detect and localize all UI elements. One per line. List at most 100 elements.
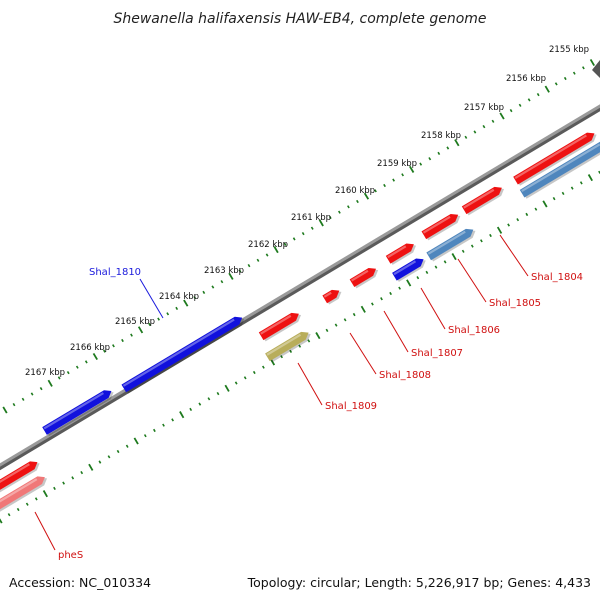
inner-ruler-tick xyxy=(461,249,465,253)
inner-ruler-tick xyxy=(380,297,383,301)
outer-ruler-major-tick xyxy=(92,352,98,361)
outer-ruler-tick xyxy=(491,119,495,123)
gene-arrow-red-left-highlight xyxy=(0,463,30,487)
kbp-label-2157: 2157 kbp xyxy=(464,103,504,113)
gene-arrow-red-a xyxy=(258,312,302,342)
inner-ruler-tick xyxy=(234,381,238,385)
outer-ruler-tick xyxy=(292,237,296,241)
inner-ruler-tick xyxy=(516,218,520,222)
inner-ruler-major-tick xyxy=(42,490,48,498)
outer-ruler-tick xyxy=(582,66,585,70)
outer-ruler-tick xyxy=(347,205,350,209)
gene-label-shal-1808: Shal_1808 xyxy=(379,370,431,381)
gene-arrow-olive-highlight xyxy=(266,333,302,356)
kbp-label-2161: 2161 kbp xyxy=(291,213,331,223)
accession-text: Accession: NC_010334 xyxy=(9,575,151,590)
kbp-label-2163: 2163 kbp xyxy=(204,266,244,276)
inner-ruler-tick xyxy=(143,434,147,438)
kbp-label-2164: 2164 kbp xyxy=(159,292,199,302)
inner-ruler-tick xyxy=(25,502,29,506)
inner-ruler-tick xyxy=(552,197,556,201)
kbp-label-2166: 2166 kbp xyxy=(70,343,110,353)
callout-line-shal-1806 xyxy=(420,287,446,330)
gene-arrow-shal-1804-body xyxy=(513,132,595,185)
outer-ruler-tick xyxy=(437,151,441,156)
gene-arrow-shal-1808-body xyxy=(349,268,377,288)
inner-kbp-ruler xyxy=(0,170,600,524)
outer-ruler-tick xyxy=(328,215,332,220)
inner-ruler-tick xyxy=(443,260,447,264)
callout-line-shal-1805 xyxy=(457,258,487,303)
outer-ruler-tick xyxy=(527,98,531,102)
inner-ruler-tick xyxy=(80,470,84,475)
outer-ruler-tick xyxy=(30,392,34,396)
gene-arrow-steel-right xyxy=(519,141,600,199)
outer-ruler-tick xyxy=(301,231,305,236)
map-title: Shewanella halifaxensis HAW-EB4, complet… xyxy=(113,11,486,27)
inner-ruler-tick xyxy=(334,323,338,327)
inner-ruler-tick xyxy=(398,286,401,290)
gene-arrow-blue-small xyxy=(392,258,426,282)
gene-arrow-shal-1810-highlight xyxy=(122,318,235,387)
outer-ruler-tick xyxy=(75,365,79,369)
inner-ruler-major-tick xyxy=(451,253,457,261)
inner-ruler-major-tick xyxy=(542,200,548,208)
gene-arrow-shal-1805-body xyxy=(461,186,502,215)
inner-ruler-tick xyxy=(53,486,56,491)
inner-ruler-tick xyxy=(480,239,483,243)
gene-arrow-steel-mid xyxy=(426,228,476,262)
outer-ruler-tick xyxy=(283,242,287,246)
inner-ruler-tick xyxy=(198,402,202,406)
inner-ruler-tick xyxy=(289,349,293,354)
gene-features xyxy=(0,60,600,513)
outer-ruler-tick xyxy=(509,108,513,113)
outer-ruler-tick xyxy=(39,386,43,391)
kbp-label-2155: 2155 kbp xyxy=(549,45,589,55)
outer-ruler-tick xyxy=(238,269,242,273)
gene-arrow-shal-1810 xyxy=(121,316,245,394)
outer-ruler-tick xyxy=(157,317,160,321)
inner-ruler-tick xyxy=(153,428,156,433)
kbp-label-2160: 2160 kbp xyxy=(335,186,375,196)
gene-arrow-offscreen xyxy=(592,60,600,78)
gene-arrow-shal-1806-body xyxy=(421,213,459,240)
inner-ruler-tick xyxy=(71,476,75,480)
gene-label-shal-1809: Shal_1809 xyxy=(325,401,377,412)
gene-arrow-phes-highlight xyxy=(0,478,38,506)
gene-arrow-blue-small-highlight xyxy=(393,260,417,276)
inner-ruler-tick xyxy=(34,497,38,501)
outer-ruler-tick xyxy=(202,290,206,295)
inner-ruler-tick xyxy=(7,513,11,517)
outer-ruler-major-tick xyxy=(409,165,415,173)
gene-arrow-steel-right-body xyxy=(519,141,600,198)
inner-ruler-tick xyxy=(62,481,65,485)
outer-ruler-tick xyxy=(112,344,115,348)
outer-ruler-major-tick xyxy=(47,379,53,387)
outer-ruler-tick xyxy=(21,397,25,401)
outer-ruler-tick xyxy=(419,162,423,166)
inner-ruler-tick xyxy=(425,270,429,275)
gene-arrow-shal-1809-small-body xyxy=(322,289,340,304)
outer-ruler-tick xyxy=(256,258,260,262)
outer-ruler-tick xyxy=(401,173,404,177)
inner-ruler-tick xyxy=(416,276,420,280)
inner-ruler-major-tick xyxy=(315,332,321,340)
inner-ruler-major-tick xyxy=(0,518,3,524)
outer-ruler-tick xyxy=(482,124,486,129)
outer-ruler-tick xyxy=(121,338,124,343)
callout-line-shal-1809 xyxy=(297,362,323,406)
inner-ruler-tick xyxy=(561,191,565,196)
inner-ruler-major-tick xyxy=(88,463,94,471)
inner-ruler-tick xyxy=(434,265,438,269)
gene-labels: Shal_1810 Shal_1804 Shal_1805 Shal_1806 … xyxy=(58,267,583,561)
gene-label-phes: pheS xyxy=(58,550,83,561)
outer-ruler-tick xyxy=(464,135,468,139)
inner-ruler-tick xyxy=(262,365,265,369)
kbp-labels: 2155 kbp 2156 kbp 2157 kbp 2158 kbp 2159… xyxy=(25,45,589,378)
outer-ruler-tick xyxy=(473,130,477,134)
outer-ruler-major-tick xyxy=(318,219,324,227)
inner-ruler-major-tick xyxy=(406,279,412,287)
outer-ruler-tick xyxy=(428,157,432,161)
inner-ruler-tick xyxy=(116,449,120,454)
